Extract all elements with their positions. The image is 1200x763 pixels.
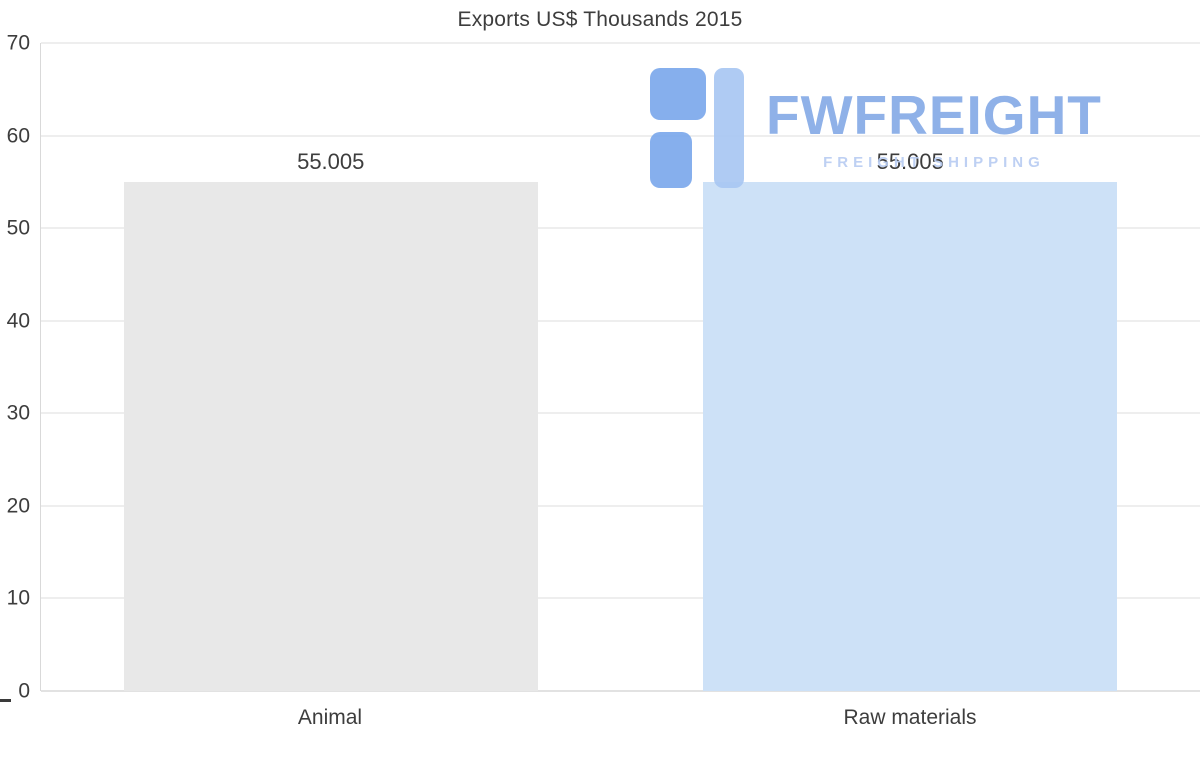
bars-layer: 55.005 55.005 (41, 43, 1200, 691)
gridline (41, 320, 1200, 322)
gridline (41, 412, 1200, 414)
y-axis: 0 10 20 30 40 50 60 70 (0, 33, 34, 702)
chart-title: Exports US$ Thousands 2015 (457, 8, 743, 31)
value-label-animal: 55.005 (297, 148, 365, 174)
x-axis-label-animal: Animal (297, 706, 363, 729)
category-cell-raw-materials: 55.005 (621, 43, 1200, 691)
gridline (41, 42, 1200, 44)
gridline (41, 505, 1200, 507)
y-tick-label: 40 (6, 309, 30, 333)
gridline (41, 135, 1200, 137)
plot-area: 55.005 55.005 (40, 42, 1200, 692)
gridline (41, 227, 1200, 229)
bar-animal: 55.005 (123, 149, 538, 691)
y-tick-label: 0 (18, 679, 30, 703)
y-tick-label: 70 (6, 31, 30, 55)
axis-corner-tick (0, 699, 11, 702)
x-axis-label-raw-materials: Raw materials (843, 706, 977, 729)
y-tick-label: 30 (6, 401, 30, 425)
category-cell-animal: 55.005 (41, 43, 621, 691)
y-tick-label: 20 (6, 494, 30, 518)
value-label-raw-materials: 55.005 (876, 148, 944, 174)
y-tick-label: 60 (6, 124, 30, 148)
bar-raw-materials: 55.005 (703, 149, 1118, 691)
gridline (41, 690, 1200, 692)
gridlines-layer (41, 42, 1200, 692)
y-tick-label: 10 (6, 586, 30, 610)
gridline (41, 597, 1200, 599)
y-tick-label: 50 (6, 216, 30, 240)
x-axis: Animal Raw materials (40, 706, 1200, 740)
